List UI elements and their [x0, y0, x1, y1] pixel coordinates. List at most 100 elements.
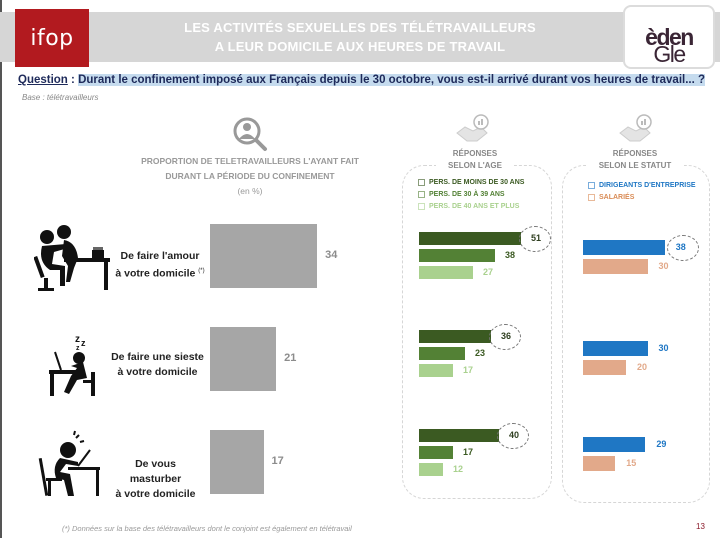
legend-label: PERS. DE 40 ANS ET PLUS	[429, 203, 520, 210]
legend-swatch	[588, 181, 595, 189]
legend-label: PERS. DE MOINS DE 30 ANS	[429, 179, 525, 186]
age-bar	[419, 463, 443, 476]
age-value: 17	[463, 365, 474, 375]
sleeping-at-desk-icon: z z z	[49, 334, 95, 396]
question-separator: :	[67, 74, 79, 86]
legend-item-dirigeants: DIRIGEANTS D'ENTREPRISE	[588, 180, 696, 192]
gleeden-logo: Gle èden	[623, 5, 715, 69]
svg-text:z: z	[75, 334, 80, 345]
age-value: 12	[453, 464, 464, 474]
age-bar	[419, 232, 521, 245]
total-value: 34	[325, 249, 338, 261]
status-bar	[583, 240, 665, 255]
total-bar	[210, 224, 318, 288]
total-value: 17	[271, 455, 284, 467]
legend-item-40plus: PERS. DE 40 ANS ET PLUS	[418, 201, 524, 213]
status-bar	[583, 341, 648, 356]
main-header-line-1: PROPORTION DE TELETRAVAILLEURS L'AYANT F…	[141, 156, 359, 166]
status-legend: DIRIGEANTS D'ENTREPRISE SALARIÉS	[588, 180, 696, 204]
question-label: Question	[18, 74, 68, 86]
activity-line-2: à votre domicile	[115, 267, 196, 280]
legend-swatch	[418, 190, 425, 198]
age-value: 17	[463, 447, 474, 457]
activity-line-2: à votre domicile	[115, 488, 196, 500]
activity-line-1: De vous masturber	[129, 458, 182, 485]
status-value: 20	[637, 362, 648, 372]
age-bar	[419, 330, 491, 343]
legend-item-salaries: SALARIÉS	[588, 192, 696, 204]
activity-line-2: à votre domicile	[117, 366, 198, 378]
question-text: Durant le confinement imposé aux Françai…	[78, 74, 706, 86]
age-title-line-1: RÉPONSES	[452, 149, 498, 158]
age-value: 23	[475, 348, 486, 358]
base-note: Base : télétravailleurs	[22, 93, 99, 102]
logo-light-part: Gle	[653, 41, 686, 67]
logo-bold-part: èden	[645, 24, 694, 50]
activity-line-1: De faire une sieste	[111, 351, 204, 363]
legend-label: PERS. DE 30 À 39 ANS	[429, 191, 505, 198]
total-bar	[210, 327, 277, 391]
status-title-line-1: RÉPONSES	[612, 149, 658, 158]
age-bar	[419, 429, 499, 442]
page-number: 13	[696, 522, 705, 531]
status-value: 30	[658, 261, 669, 271]
header-banner	[0, 12, 720, 62]
legend-swatch	[588, 193, 595, 201]
activity-line-1: De faire l'amour	[120, 250, 200, 262]
age-title-line-2: SELON L'AGE	[448, 161, 502, 170]
total-value: 21	[284, 352, 297, 364]
title-line-2: A LEUR DOMICILE AUX HEURES DE TRAVAIL	[214, 39, 506, 54]
activity-label: De vous masturber à votre domicile	[108, 457, 203, 502]
status-panel-title: RÉPONSES SELON LE STATUT	[586, 148, 684, 172]
age-bar	[419, 266, 473, 279]
legend-item-30-39: PERS. DE 30 À 39 ANS	[418, 189, 524, 201]
search-person-icon	[233, 117, 267, 151]
main-header-line-2: DURANT LA PÉRIODE DU CONFINEMENT	[165, 171, 335, 181]
footnote-marker: (*)	[198, 268, 205, 274]
status-bar	[583, 437, 646, 452]
status-value: 30	[658, 343, 669, 353]
status-value: 15	[626, 458, 637, 468]
age-value: 27	[483, 267, 494, 277]
highlight-ring	[489, 324, 521, 350]
svg-text:z: z	[76, 345, 80, 352]
legend-item-under30: PERS. DE MOINS DE 30 ANS	[418, 177, 524, 189]
handshake-chart-icon	[619, 114, 652, 142]
age-value: 38	[505, 250, 516, 260]
total-bar	[210, 430, 264, 494]
status-panel	[562, 165, 710, 503]
legend-swatch	[418, 202, 425, 210]
legend-swatch	[418, 178, 425, 186]
age-bar	[419, 347, 465, 360]
ifop-logo: ifop	[15, 9, 89, 67]
svg-text:z: z	[81, 338, 86, 348]
activity-label: De faire une sieste à votre domicile	[110, 350, 205, 380]
status-bar	[583, 456, 616, 471]
status-bar	[583, 259, 648, 274]
question: Question : Durant le confinement imposé …	[18, 74, 706, 86]
page-border	[0, 0, 2, 538]
footnote: (*) Données sur la base des télétravaill…	[62, 524, 352, 533]
age-bar	[419, 364, 453, 377]
activity-label: De faire l'amour à votre domicile (*)	[115, 249, 205, 282]
highlight-ring	[666, 235, 699, 261]
handshake-chart-icon	[456, 114, 489, 142]
status-title-line-2: SELON LE STATUT	[598, 161, 672, 170]
legend-label: DIRIGEANTS D'ENTREPRISE	[599, 182, 696, 189]
legend-label: SALARIÉS	[599, 194, 635, 201]
status-bar	[583, 360, 626, 375]
age-bar	[419, 249, 495, 262]
couple-at-desk-icon	[34, 225, 110, 291]
page-title: LES ACTIVITÉS SEXUELLES DES TÉLÉTRAVAILL…	[150, 18, 570, 56]
highlight-ring	[497, 423, 529, 449]
main-chart-header: PROPORTION DE TELETRAVAILLEURS L'AYANT F…	[130, 154, 370, 199]
main-header-unit: (en %)	[237, 186, 263, 196]
status-value: 29	[656, 439, 667, 449]
person-at-laptop-icon	[38, 430, 100, 496]
ifop-logo-text: ifop	[30, 26, 74, 51]
title-line-1: LES ACTIVITÉS SEXUELLES DES TÉLÉTRAVAILL…	[184, 20, 536, 35]
age-legend: PERS. DE MOINS DE 30 ANS PERS. DE 30 À 3…	[418, 177, 524, 213]
age-bar	[419, 446, 453, 459]
age-panel-title: RÉPONSES SELON L'AGE	[436, 148, 514, 172]
highlight-ring	[519, 226, 551, 252]
